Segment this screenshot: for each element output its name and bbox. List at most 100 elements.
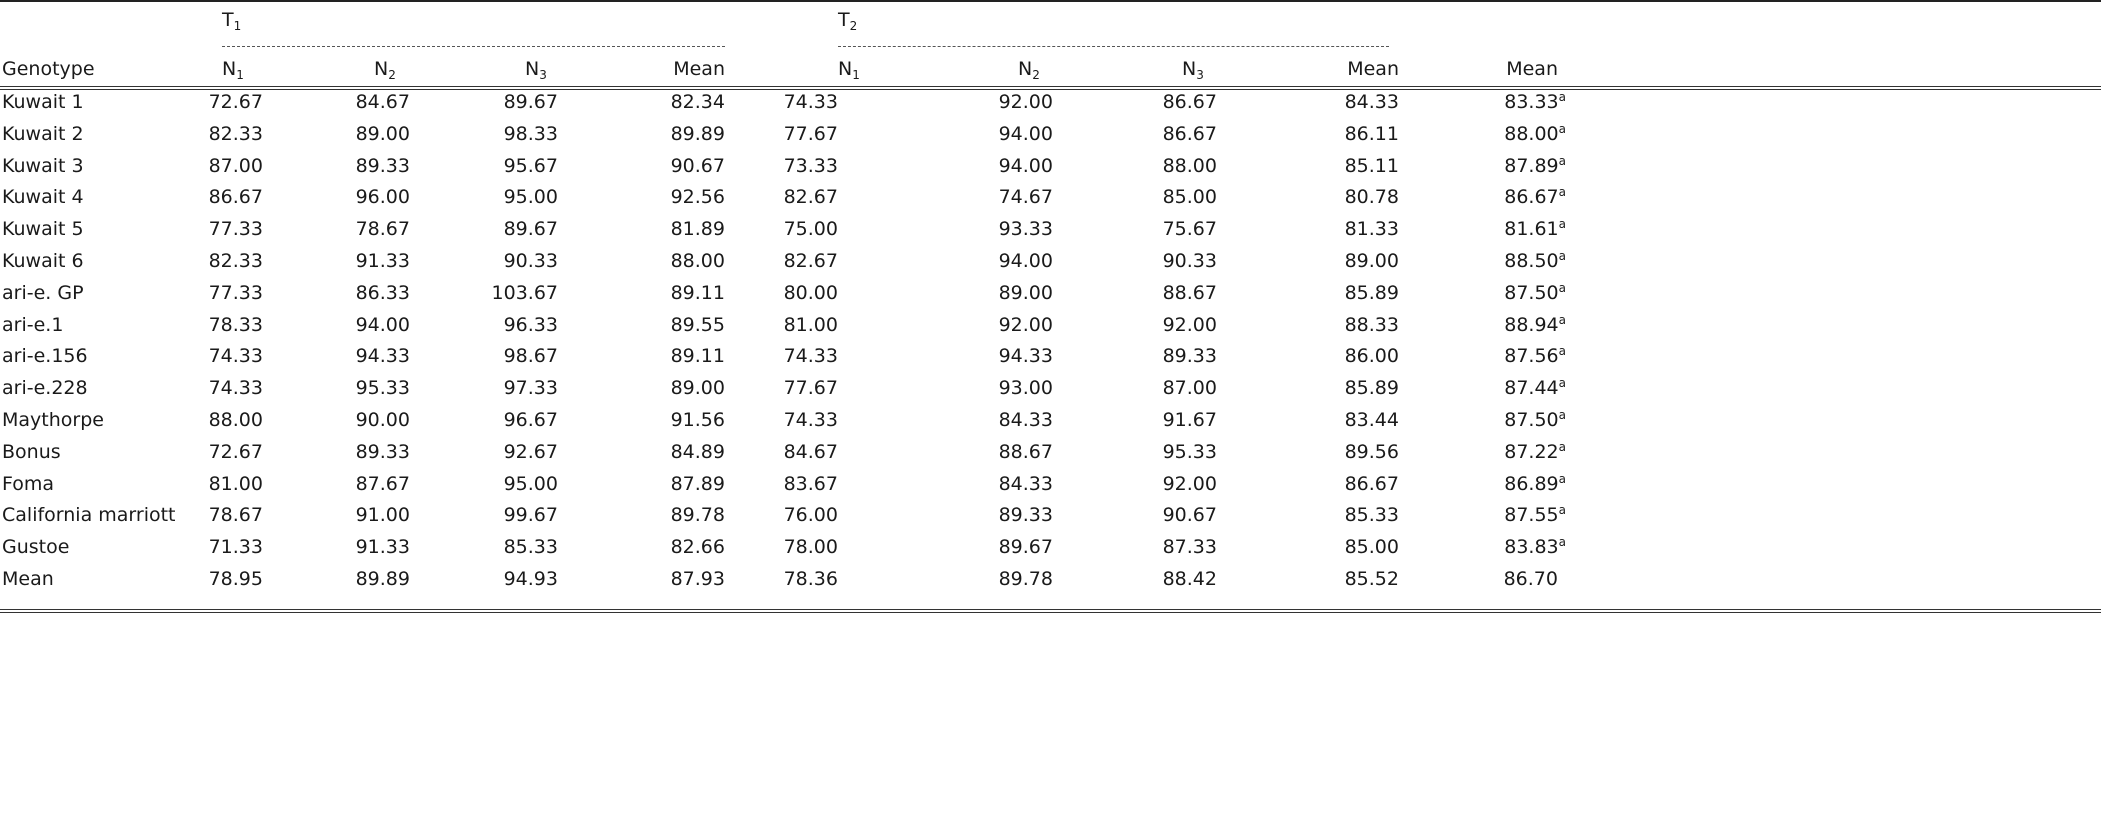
value-cell: 75.00: [783, 218, 838, 241]
table-top-rule: [0, 0, 2101, 2]
table-row: Kuwait 5 77.33 78.67 89.67 81.89 75.00 93.33 75…: [0, 217, 2101, 248]
column-header-t2-n3: N3: [1182, 58, 1204, 82]
significance-letter: a: [1558, 249, 1566, 263]
value-cell: 89.33: [998, 504, 1053, 527]
table-row: Foma 81.00 87.67 95.00 87.89 83.67 84.33 92.00 8…: [0, 472, 2101, 503]
value-cell: 77.67: [783, 377, 838, 400]
column-header-overall-mean: Mean: [1506, 58, 1558, 80]
value-cell: 74.33: [208, 377, 263, 400]
genotype-cell: Kuwait 6: [2, 250, 84, 272]
table-row: California marriott 78.67 91.00 99.67 89.78 7…: [0, 503, 2101, 534]
genotype-cell: Kuwait 3: [2, 154, 84, 177]
value-cell: 87.93: [670, 568, 725, 590]
value-cell: 97.33: [503, 377, 558, 400]
value-cell: 88.33: [1344, 313, 1399, 336]
value-cell: 92.67: [503, 440, 558, 463]
value-cell: 94.00: [998, 250, 1053, 272]
value-cell: 89.00: [998, 281, 1053, 304]
value-cell: 77.33: [208, 218, 263, 241]
value-cell: 83.67: [783, 472, 838, 495]
overall-mean-cell: 88.50a: [1504, 249, 1566, 273]
group-header-t1: T1: [222, 9, 242, 33]
value-cell: 74.33: [783, 91, 838, 113]
table-row: Kuwait 6 82.33 91.33 90.33 88.00 82.67 94.00 90…: [0, 249, 2101, 280]
value-cell: 82.33: [208, 250, 263, 272]
value-cell: 89.00: [355, 122, 410, 145]
value-cell: 89.67: [503, 91, 558, 113]
value-cell: 87.67: [355, 472, 410, 495]
overall-mean-value: 87.55: [1504, 504, 1559, 527]
value-cell: 92.56: [670, 186, 725, 209]
genotype-cell: Kuwait 4: [2, 186, 84, 209]
value-cell: 99.67: [503, 504, 558, 527]
value-cell: 89.78: [670, 504, 725, 527]
genotype-cell: Maythorpe: [2, 409, 104, 431]
table-row: Gustoe 71.33 91.33 85.33 82.66 78.00 89.67 87.3…: [0, 535, 2101, 566]
column-header-t1-n3: N3: [525, 58, 547, 82]
value-cell: 91.67: [1162, 409, 1217, 431]
value-cell: 89.89: [670, 122, 725, 145]
value-cell: 73.33: [783, 154, 838, 177]
value-cell: 84.67: [783, 440, 838, 463]
value-cell: 88.67: [998, 440, 1053, 463]
value-cell: 85.52: [1344, 568, 1399, 590]
value-cell: 89.33: [355, 440, 410, 463]
overall-mean-value: 88.50: [1504, 250, 1559, 272]
overall-mean-cell: 87.89a: [1504, 154, 1566, 178]
overall-mean-cell: 87.50a: [1504, 281, 1566, 305]
group-divider-t1: [222, 46, 725, 47]
significance-letter: a: [1558, 217, 1566, 232]
value-cell: 81.89: [670, 218, 725, 241]
overall-mean-value: 87.89: [1504, 154, 1559, 177]
value-cell: 80.78: [1344, 186, 1399, 209]
significance-letter: a: [1558, 90, 1566, 104]
overall-mean-cell: 83.33a: [1504, 90, 1566, 114]
overall-mean-value: 86.89: [1504, 472, 1559, 495]
value-cell: 71.33: [208, 536, 263, 559]
value-cell: 84.33: [998, 409, 1053, 431]
header-rule-double: [0, 89, 2101, 90]
value-cell: 89.67: [998, 536, 1053, 559]
value-cell: 88.67: [1162, 281, 1217, 304]
value-cell: 72.67: [208, 91, 263, 113]
group-divider-t2: [838, 46, 1389, 47]
genotype-cell: Kuwait 1: [2, 91, 84, 113]
value-cell: 85.00: [1344, 536, 1399, 559]
value-cell: 87.00: [208, 154, 263, 177]
value-cell: 98.67: [503, 345, 558, 368]
value-cell: 95.67: [503, 154, 558, 177]
value-cell: 94.00: [355, 313, 410, 336]
column-header-t2-mean: Mean: [1347, 58, 1399, 80]
value-cell: 93.00: [998, 377, 1053, 400]
table-row: Kuwait 3 87.00 89.33 95.67 90.67 73.33 94.00 88…: [0, 154, 2101, 185]
value-cell: 91.56: [670, 409, 725, 431]
value-cell: 89.56: [1344, 440, 1399, 463]
significance-letter: a: [1558, 439, 1566, 454]
table-bottom-rule: [0, 609, 2101, 610]
significance-letter: a: [1558, 185, 1566, 200]
value-cell: 95.00: [503, 186, 558, 209]
value-cell: 90.67: [670, 154, 725, 177]
overall-mean-cell: 88.00a: [1504, 122, 1566, 146]
value-cell: 82.66: [670, 536, 725, 559]
value-cell: 88.42: [1162, 568, 1217, 590]
column-header-genotype: Genotype: [2, 58, 95, 80]
overall-mean-cell: 88.94a: [1504, 313, 1566, 337]
value-cell: 103.67: [491, 281, 558, 304]
genotype-cell: ari-e.228: [2, 377, 88, 400]
column-header-t1-n1: N1: [222, 58, 244, 82]
value-cell: 82.34: [670, 91, 725, 113]
value-cell: 75.67: [1162, 218, 1217, 241]
overall-mean-value: 88.94: [1504, 313, 1559, 336]
significance-letter: a: [1558, 121, 1566, 136]
value-cell: 85.11: [1344, 154, 1399, 177]
genotype-cell: Mean: [2, 568, 54, 590]
value-cell: 83.44: [1344, 409, 1399, 431]
value-cell: 88.00: [670, 250, 725, 272]
value-cell: 86.67: [208, 186, 263, 209]
value-cell: 89.11: [670, 345, 725, 368]
overall-mean-cell: 87.22a: [1504, 440, 1566, 464]
value-cell: 89.89: [355, 568, 410, 590]
value-cell: 86.33: [355, 281, 410, 304]
value-cell: 88.00: [208, 409, 263, 431]
